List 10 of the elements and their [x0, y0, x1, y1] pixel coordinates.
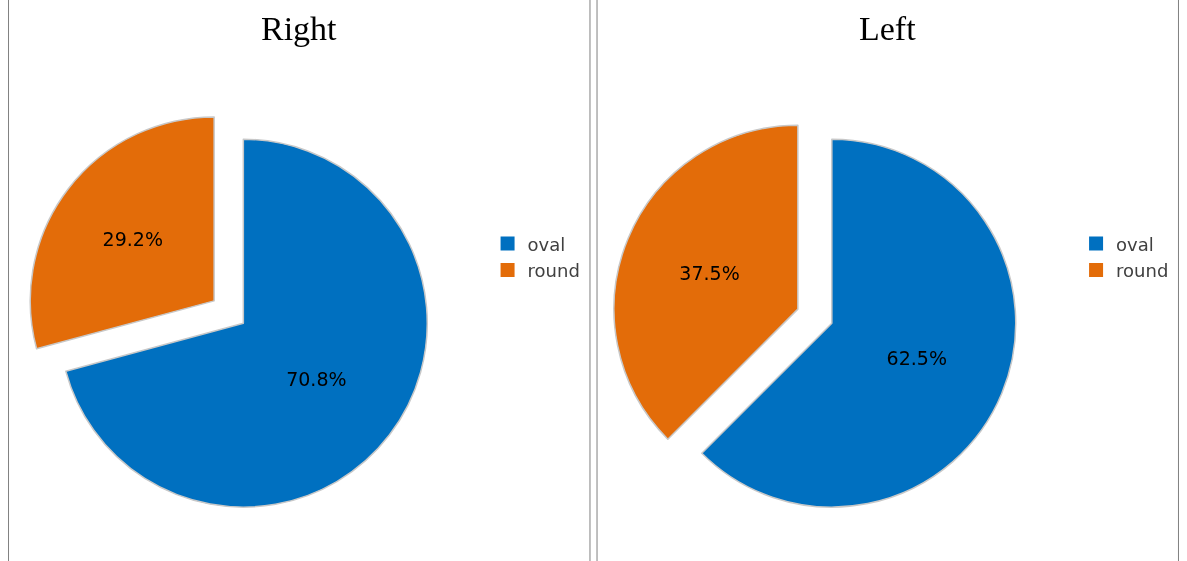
data-label: 37.5%	[679, 261, 740, 284]
legend-label: oval	[527, 233, 566, 255]
chart-title: Left	[859, 10, 917, 47]
chart-title: Right	[261, 10, 338, 47]
legend-label: oval	[1116, 233, 1154, 255]
data-label: 29.2%	[102, 227, 163, 250]
legend-label: round	[527, 259, 580, 281]
data-label: 70.8%	[286, 368, 347, 391]
legend-label: round	[1116, 259, 1169, 281]
data-label: 62.5%	[886, 347, 947, 370]
